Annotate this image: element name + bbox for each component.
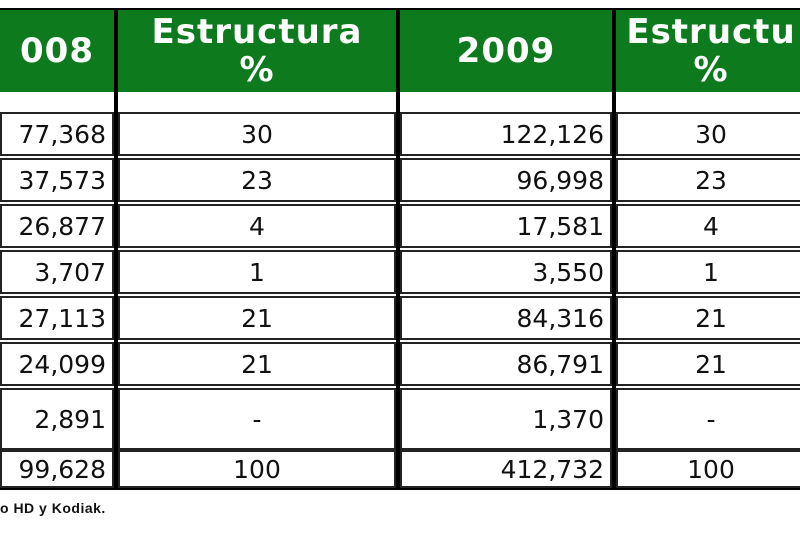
header-gap [0, 92, 800, 110]
cell-pct-2008: 21 [118, 342, 396, 386]
cell-pct-2008: 4 [118, 204, 396, 248]
header-estructura-2009: Estructu % [616, 10, 800, 92]
cell-2009-total: 412,732 [400, 450, 612, 488]
cell-2008: 26,877 [0, 204, 114, 248]
cell-2009: 86,791 [400, 342, 612, 386]
cell-2009: 17,581 [400, 204, 612, 248]
cell-2008: 77,368 [0, 112, 114, 156]
cell-pct-2009: 4 [616, 204, 800, 248]
cell-pct-2008: 21 [118, 296, 396, 340]
footnote: o HD y Kodiak. [0, 500, 106, 516]
header-2009: 2009 [400, 10, 612, 92]
header-estructura-2008: Estructura % [118, 10, 396, 92]
cell-2008: 3,707 [0, 250, 114, 294]
cell-pct-2008: 30 [118, 112, 396, 156]
cell-2008: 27,113 [0, 296, 114, 340]
cell-2008: 37,573 [0, 158, 114, 202]
cell-2009: 1,370 [400, 388, 612, 450]
header-estructura-label: Estructura [151, 12, 363, 52]
cell-pct-2009: 21 [616, 342, 800, 386]
cell-2009: 84,316 [400, 296, 612, 340]
cell-2008: 24,099 [0, 342, 114, 386]
cell-2009: 3,550 [400, 250, 612, 294]
cell-2009: 122,126 [400, 112, 612, 156]
cell-2009: 96,998 [400, 158, 612, 202]
cell-pct-2009: 30 [616, 112, 800, 156]
cell-2008-total: 99,628 [0, 450, 114, 488]
header-2008-label: 008 [20, 31, 94, 71]
cell-pct-2009: 1 [616, 250, 800, 294]
column-divider [114, 8, 118, 490]
cell-pct-2008: 23 [118, 158, 396, 202]
header-2008: 008 [0, 10, 114, 92]
cell-pct-2009: 21 [616, 296, 800, 340]
header-estructura-label: Estructu [626, 12, 796, 52]
header-percent-label: % [693, 50, 729, 90]
cell-pct-2009: - [616, 388, 800, 450]
cell-pct-2009-total: 100 [616, 450, 800, 488]
column-divider [396, 8, 400, 490]
cell-pct-2009: 23 [616, 158, 800, 202]
cell-pct-2008: - [118, 388, 396, 450]
column-divider [612, 8, 616, 490]
cell-2008: 2,891 [0, 388, 114, 450]
cell-pct-2008-total: 100 [118, 450, 396, 488]
header-2009-label: 2009 [456, 31, 556, 71]
cell-pct-2008: 1 [118, 250, 396, 294]
header-percent-label: % [239, 50, 275, 90]
